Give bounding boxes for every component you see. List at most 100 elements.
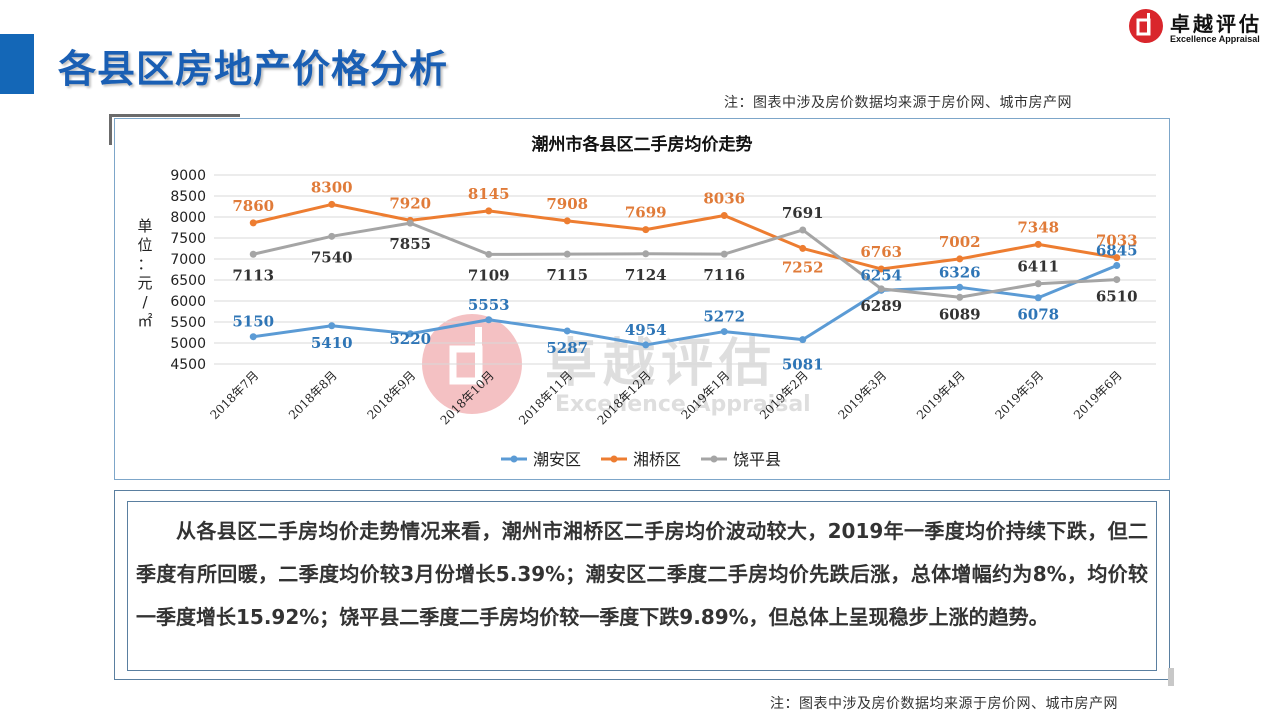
summary-shadow (1168, 668, 1174, 686)
page-title: 各县区房地产价格分析 (58, 47, 449, 91)
data-label: 7691 (782, 204, 824, 222)
y-axis-label-char: 元 (137, 274, 152, 292)
legend-marker (610, 455, 618, 463)
series-point (485, 316, 493, 324)
series-lines (249, 200, 1121, 349)
data-label: 8145 (468, 185, 510, 203)
logo-text-en: Excellence Appraisal (1170, 34, 1260, 44)
data-label: 7116 (703, 266, 745, 284)
legend-label: 饶平县 (733, 450, 781, 469)
summary-inner-box: 从各县区二手房均价走势情况来看，潮州市湘桥区二手房均价波动较大，2019年一季度… (127, 501, 1157, 671)
legend-label: 潮安区 (533, 450, 581, 469)
chart-title: 潮州市各县区二手房均价走势 (532, 134, 753, 155)
data-label: 5553 (468, 296, 510, 314)
legend-marker (710, 455, 718, 463)
series-point (956, 283, 964, 291)
data-label: 7920 (389, 194, 431, 212)
x-tick-label: 2019年3月 (835, 368, 889, 422)
y-tick-label: 5500 (170, 315, 206, 331)
data-label: 5220 (389, 330, 431, 348)
series-point (563, 327, 571, 335)
series-point (1113, 276, 1121, 284)
y-tick-label: 8500 (170, 189, 206, 205)
x-tick-label: 2018年9月 (364, 368, 418, 422)
data-label: 5410 (311, 334, 353, 352)
y-axis-label: 单位：元/㎡ (137, 217, 152, 330)
series-point (799, 336, 807, 344)
series-point (1034, 240, 1042, 248)
series-point (328, 200, 336, 208)
chart-corner-decoration (109, 114, 240, 145)
data-label: 7908 (546, 195, 588, 213)
series-point (328, 322, 336, 330)
y-tick-label: 4500 (170, 357, 206, 373)
summary-panel: 从各县区二手房均价走势情况来看，潮州市湘桥区二手房均价波动较大，2019年一季度… (114, 490, 1170, 680)
y-tick-label: 9000 (170, 168, 206, 184)
data-label: 7252 (782, 258, 824, 276)
data-label: 5081 (782, 356, 824, 374)
series-point (720, 250, 728, 258)
data-label: 6411 (1017, 258, 1059, 276)
series-point (1113, 254, 1121, 262)
y-tick-label: 7000 (170, 252, 206, 268)
data-label: 4954 (625, 321, 667, 339)
title-accent-bar (0, 34, 34, 94)
data-label: 6289 (860, 297, 902, 315)
data-label: 7855 (389, 235, 431, 253)
price-trend-chart: 卓越评估 Excellence Appraisal 潮州市各县区二手房均价走势 … (137, 134, 1156, 469)
x-tick-label: 2019年5月 (992, 368, 1046, 422)
data-label: 7124 (625, 266, 667, 284)
series-point (485, 207, 493, 215)
source-note-top: 注：图表中涉及房价数据均来源于房价网、城市房产网 (724, 95, 1072, 111)
series-point (956, 255, 964, 263)
company-logo: 卓越评估 Excellence Appraisal (1126, 6, 1276, 46)
series-point (642, 250, 650, 258)
y-tick-label: 6500 (170, 273, 206, 289)
data-label: 7113 (232, 266, 274, 284)
data-label: 8300 (311, 178, 353, 196)
series-point (720, 211, 728, 219)
data-label: 6089 (939, 305, 981, 323)
data-label: 7699 (625, 204, 667, 222)
data-label: 6763 (860, 243, 902, 261)
series-point (1034, 294, 1042, 302)
y-axis-label-char: 位 (137, 236, 152, 254)
y-tick-label: 8000 (170, 210, 206, 226)
data-label: 6254 (860, 266, 902, 284)
data-label: 7002 (939, 233, 981, 251)
series-point (406, 219, 414, 227)
series-point (406, 330, 414, 338)
series-point (720, 328, 728, 336)
x-tick-label: 2019年6月 (1071, 368, 1125, 422)
watermark-text-en: Excellence Appraisal (555, 392, 811, 417)
series-point (485, 250, 493, 258)
data-label: 7348 (1017, 218, 1059, 236)
data-label: 6845 (1096, 242, 1138, 260)
watermark-logo-mark (449, 345, 483, 385)
logo-mark-icon (1129, 9, 1163, 43)
data-label: 7115 (546, 266, 588, 284)
x-tick-label: 2018年8月 (286, 368, 340, 422)
data-label: 7033 (1096, 232, 1138, 250)
data-labels: 5150 5410 5220 5553 5287 4954 5272 5081 6254 6326… (232, 178, 1137, 373)
data-label: 8036 (703, 189, 745, 207)
logo-text-cn: 卓越评估 (1170, 12, 1262, 36)
series-point (877, 285, 885, 293)
series-point (1113, 262, 1121, 270)
y-tick-label: 5000 (170, 336, 206, 352)
series-point (799, 244, 807, 252)
legend-marker (510, 455, 518, 463)
data-label: 5150 (232, 313, 274, 331)
y-axis-label-char: ㎡ (137, 312, 152, 330)
series-point (249, 333, 257, 341)
data-label: 7540 (311, 248, 353, 266)
data-label: 6510 (1096, 288, 1138, 306)
series-point (563, 250, 571, 258)
series-point (642, 341, 650, 349)
legend-label: 湘桥区 (633, 450, 681, 469)
series-point (249, 219, 257, 227)
series-point (799, 226, 807, 234)
series-point (249, 250, 257, 258)
summary-text: 从各县区二手房均价走势情况来看，潮州市湘桥区二手房均价波动较大，2019年一季度… (136, 519, 1148, 629)
y-tick-label: 6000 (170, 294, 206, 310)
